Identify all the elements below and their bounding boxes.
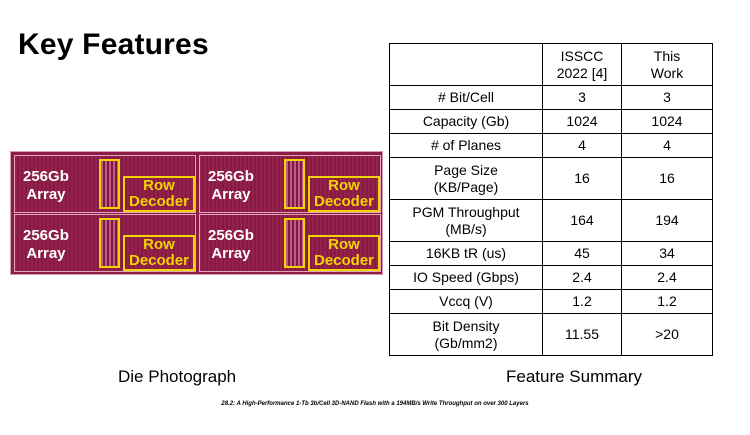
die-quadrant: 256Gb Array Row Decoder — [14, 155, 196, 213]
cell-value: 4 — [542, 133, 622, 158]
cell-value: 1.2 — [621, 289, 713, 314]
row-label: 16KB tR (us) — [389, 241, 543, 266]
feature-summary-table: ISSCC 2022 [4] This Work # Bit/Cell 3 3 Ca… — [389, 43, 713, 356]
row-decoder-label: Row Decoder — [123, 235, 195, 271]
table-row: Capacity (Gb) 1024 1024 — [389, 109, 713, 134]
row-decoder-label: Row Decoder — [308, 235, 380, 271]
row-label: Bit Density (Gb/mm2) — [389, 313, 543, 356]
cell-value: 34 — [621, 241, 713, 266]
table-row: 16KB tR (us) 45 34 — [389, 241, 713, 266]
die-quadrant: 256Gb Array Row Decoder — [14, 214, 196, 272]
table-row: IO Speed (Gbps) 2.4 2.4 — [389, 265, 713, 290]
table-row: Page Size (KB/Page) 16 16 — [389, 157, 713, 200]
row-label: Vccq (V) — [389, 289, 543, 314]
cell-value: 164 — [542, 199, 622, 242]
row-decoder-label: Row Decoder — [308, 176, 380, 212]
die-caption: Die Photograph — [118, 367, 237, 386]
die-quadrant: 256Gb Array Row Decoder — [199, 214, 381, 272]
row-label: # Bit/Cell — [389, 85, 543, 110]
array-label: 256Gb Array — [23, 168, 69, 203]
row-label: Capacity (Gb) — [389, 109, 543, 134]
array-label: 256Gb Array — [208, 168, 254, 203]
row-label: Page Size (KB/Page) — [389, 157, 543, 200]
cell-value: >20 — [621, 313, 713, 356]
table-row: Bit Density (Gb/mm2) 11.55 >20 — [389, 313, 713, 356]
cell-value: 1024 — [542, 109, 622, 134]
cell-value: 16 — [621, 157, 713, 200]
header-empty-cell — [389, 43, 543, 86]
decoder-strip-highlight — [284, 159, 305, 209]
cell-value: 3 — [542, 85, 622, 110]
cell-value: 11.55 — [542, 313, 622, 356]
row-label: IO Speed (Gbps) — [389, 265, 543, 290]
table-caption: Feature Summary — [506, 367, 643, 386]
table-header-row: ISSCC 2022 [4] This Work — [389, 43, 713, 86]
die-photograph: 256Gb Array Row Decoder 256Gb Array Row Deco… — [10, 151, 383, 275]
row-decoder-label: Row Decoder — [123, 176, 195, 212]
decoder-strip-highlight — [284, 218, 305, 268]
table-row: PGM Throughput (MB/s) 164 194 — [389, 199, 713, 242]
table-row: # Bit/Cell 3 3 — [389, 85, 713, 110]
cell-value: 16 — [542, 157, 622, 200]
cell-value: 2.4 — [542, 265, 622, 290]
cell-value: 1.2 — [542, 289, 622, 314]
header-cell: This Work — [621, 43, 713, 86]
cell-value: 1024 — [621, 109, 713, 134]
row-label: PGM Throughput (MB/s) — [389, 199, 543, 242]
array-label: 256Gb Array — [23, 227, 69, 262]
row-label: # of Planes — [389, 133, 543, 158]
array-label: 256Gb Array — [208, 227, 254, 262]
table-row: # of Planes 4 4 — [389, 133, 713, 158]
cell-value: 45 — [542, 241, 622, 266]
cell-value: 194 — [621, 199, 713, 242]
header-cell: ISSCC 2022 [4] — [542, 43, 622, 86]
cell-value: 4 — [621, 133, 713, 158]
cell-value: 3 — [621, 85, 713, 110]
slide-footer: 28.2: A High-Performance 1-Tb 3b/Cell 3D… — [221, 401, 529, 407]
table-row: Vccq (V) 1.2 1.2 — [389, 289, 713, 314]
slide-title: Key Features — [18, 28, 209, 61]
die-quadrant: 256Gb Array Row Decoder — [199, 155, 381, 213]
cell-value: 2.4 — [621, 265, 713, 290]
decoder-strip-highlight — [99, 218, 120, 268]
decoder-strip-highlight — [99, 159, 120, 209]
